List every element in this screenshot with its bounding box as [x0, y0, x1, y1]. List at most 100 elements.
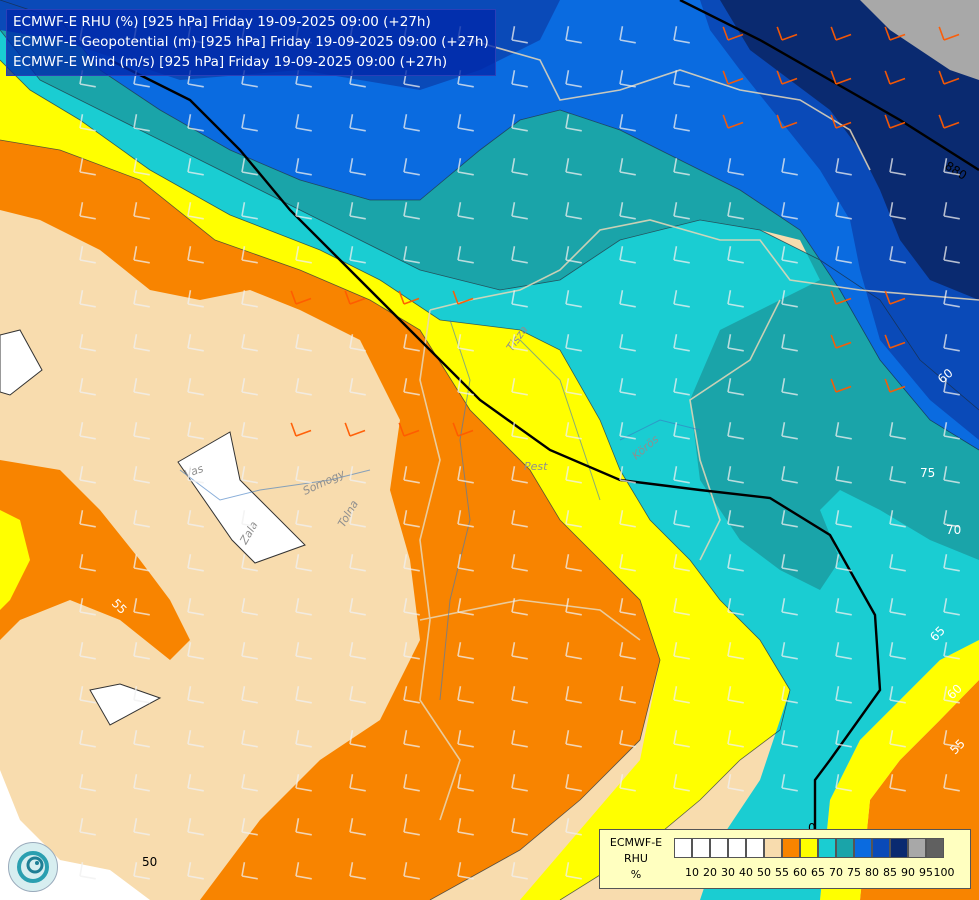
wind-barb	[673, 378, 690, 396]
legend-ticks: 10 20 30 40 50 55 60 65 70 75 80 85 90 95 100	[674, 866, 970, 880]
wind-barb	[673, 466, 690, 484]
wind-barb	[884, 378, 906, 393]
wind-barb	[344, 422, 366, 437]
wind-barb	[403, 466, 420, 484]
wind-barb	[835, 510, 852, 528]
wind-barb	[835, 774, 852, 792]
wind-barb	[511, 862, 528, 880]
wind-barb	[889, 642, 906, 660]
wind-barb	[619, 730, 636, 748]
legend-swatch	[674, 838, 692, 858]
wind-barb	[673, 70, 690, 88]
wind-barb	[619, 158, 636, 176]
wind-barb	[511, 554, 528, 572]
wind-barb	[781, 290, 798, 308]
wind-barb	[830, 290, 852, 305]
wind-barb	[241, 818, 258, 836]
wind-barb	[133, 510, 150, 528]
legend-swatch	[764, 838, 782, 858]
rhu-band-95	[860, 0, 979, 80]
wind-barb	[943, 730, 960, 748]
wind-barb	[349, 114, 366, 132]
wind-barb	[241, 422, 258, 440]
legend-tick-label: 85	[883, 866, 897, 879]
wind-barb	[884, 114, 906, 129]
wind-barb	[511, 246, 528, 264]
wind-barb	[781, 466, 798, 484]
wind-barb	[727, 202, 744, 220]
wind-barb	[187, 730, 204, 748]
wind-barb	[511, 26, 528, 44]
wind-barb	[457, 642, 474, 660]
wind-barb	[241, 466, 258, 484]
wind-barb	[722, 26, 744, 41]
wind-barb	[403, 862, 420, 880]
wind-barb	[511, 730, 528, 748]
wind-barb	[943, 510, 960, 528]
wind-barb	[889, 686, 906, 704]
wind-barb	[835, 686, 852, 704]
legend-tick-label: 80	[865, 866, 879, 879]
wind-barb	[403, 642, 420, 660]
wind-barb	[673, 114, 690, 132]
wind-barb	[241, 598, 258, 616]
rhu-legend: ECMWF-E RHU % 10 20 30 40 50 55 60 65 70 75 80 85 90…	[599, 829, 971, 889]
wind-barb	[884, 70, 906, 85]
wind-barb	[727, 466, 744, 484]
wind-barb	[133, 334, 150, 352]
wind-barb	[295, 202, 312, 220]
wind-barb	[290, 422, 312, 437]
legend-swatch	[818, 838, 836, 858]
wind-barb	[835, 158, 852, 176]
wind-barb	[79, 158, 96, 176]
wind-barb	[290, 290, 312, 305]
wind-barb	[565, 686, 582, 704]
wind-barb	[943, 290, 960, 308]
wind-barb	[241, 114, 258, 132]
wind-barb	[943, 554, 960, 572]
wind-barb	[889, 246, 906, 264]
wind-barb	[79, 730, 96, 748]
wind-barb	[349, 246, 366, 264]
wind-barb	[79, 598, 96, 616]
wind-barb	[727, 642, 744, 660]
wind-barb	[889, 774, 906, 792]
wind-barb	[781, 422, 798, 440]
wind-barb	[295, 598, 312, 616]
wind-barb	[295, 554, 312, 572]
rhu-band-65	[0, 60, 790, 900]
wind-barb	[943, 686, 960, 704]
wind-barb	[619, 26, 636, 44]
wind-barb	[457, 818, 474, 836]
wind-barb	[295, 730, 312, 748]
wind-barb	[830, 334, 852, 349]
wind-barb	[241, 334, 258, 352]
wind-barb	[776, 70, 798, 85]
wind-barb	[565, 70, 582, 88]
title-rhu: ECMWF-E RHU (%) [925 hPa] Friday 19-09-2…	[13, 14, 431, 30]
wind-barb	[187, 114, 204, 132]
wind-barb	[619, 378, 636, 396]
wind-barb	[457, 598, 474, 616]
wind-barb	[349, 818, 366, 836]
wind-barb	[727, 686, 744, 704]
wind-barb	[889, 510, 906, 528]
wind-barb	[403, 334, 420, 352]
wind-barb	[511, 290, 528, 308]
dry-patch-3	[89, 683, 162, 726]
wind-barb	[403, 730, 420, 748]
wind-barb	[835, 730, 852, 748]
wind-barb	[727, 334, 744, 352]
wind-barb	[565, 774, 582, 792]
wind-barb	[619, 246, 636, 264]
wind-barb	[79, 422, 96, 440]
wind-barb	[241, 642, 258, 660]
wind-barb	[133, 378, 150, 396]
wind-barb	[133, 202, 150, 220]
legend-label-model: ECMWF-E	[609, 836, 663, 849]
wind-barb	[727, 554, 744, 572]
wind-barb	[835, 642, 852, 660]
wind-barb	[349, 554, 366, 572]
wind-barb	[403, 598, 420, 616]
wind-barb	[673, 202, 690, 220]
